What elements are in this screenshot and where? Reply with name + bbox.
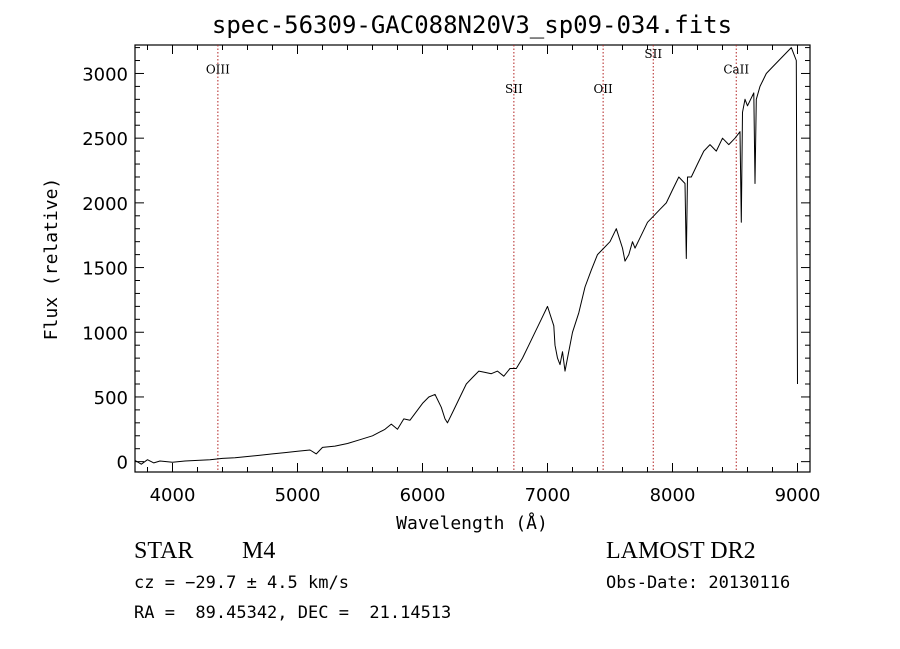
x-tick-label: 7000 (525, 485, 571, 506)
y-tick-label: 1000 (82, 323, 128, 344)
spectrum-series (135, 47, 798, 465)
y-tick-label: 3000 (82, 64, 128, 85)
obs-date-text: Obs-Date: 20130116 (606, 573, 791, 593)
spectral-line-label: SII (505, 82, 523, 96)
coordinates-text: RA = 89.45342, DEC = 21.14513 (134, 603, 452, 623)
spectral-line-label: OIII (206, 62, 230, 76)
axes: 4000 5000 6000 7000 8000 9000 0 500 1000 1500 2000… (82, 45, 820, 506)
spectral-line-label: OII (593, 82, 613, 96)
object-type: STAR (134, 538, 194, 564)
y-tick-label: 1500 (82, 259, 128, 280)
object-subclass: M4 (242, 538, 276, 564)
x-tick-label: 4000 (150, 485, 196, 506)
spectrum-line (135, 47, 798, 465)
plot-frame (134, 44, 811, 473)
x-tick-label: 8000 (650, 485, 696, 506)
spectral-line-markers: OIII SII OII SII CaII (206, 45, 749, 472)
y-tick-label: 0 (117, 453, 128, 474)
spectral-line-label: CaII (723, 62, 749, 76)
spectral-line-label: SII (644, 47, 662, 61)
x-tick-label: 5000 (275, 485, 321, 506)
y-tick-label: 2500 (82, 129, 128, 150)
x-axis-label: Wavelength (Å) (396, 512, 548, 534)
x-tick-label: 6000 (400, 485, 446, 506)
redshift-text: cz = −29.7 ± 4.5 km/s (134, 573, 349, 593)
x-tick-label: 9000 (775, 485, 821, 506)
y-tick-label: 2000 (82, 194, 128, 215)
survey-name: LAMOST DR2 (606, 538, 756, 564)
y-axis-label: Flux (relative) (41, 178, 62, 341)
chart-title: spec-56309-GAC088N20V3_sp09-034.fits (212, 11, 732, 39)
y-tick-label: 500 (94, 388, 128, 409)
